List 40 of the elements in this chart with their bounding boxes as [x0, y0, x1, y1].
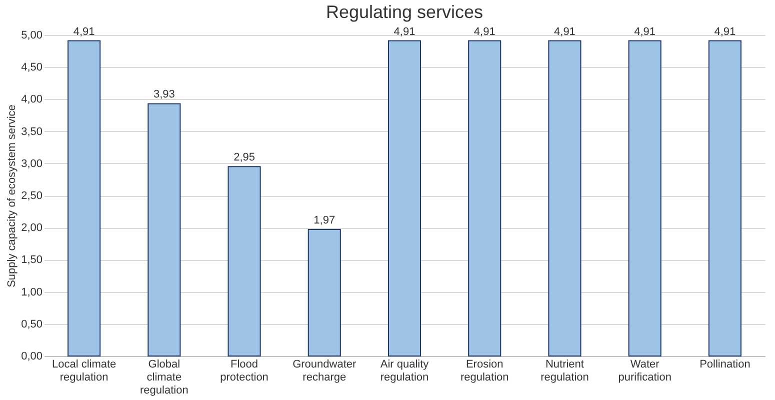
- x-tick-label: Nutrient regulation: [540, 358, 589, 384]
- data-label: 4,91: [714, 26, 736, 38]
- x-tick-label: Local climate regulation: [52, 358, 116, 384]
- x-tick-label: Pollination: [700, 358, 750, 370]
- bar: [228, 166, 261, 356]
- y-axis-title: Supply capacity of ecosystem service: [6, 104, 18, 288]
- x-tick-label: Groundwater recharge: [292, 358, 357, 384]
- y-tick-label: 0,50: [21, 318, 42, 330]
- x-tick-label: Air quality regulation: [380, 358, 430, 384]
- bar: [388, 40, 422, 356]
- y-tick-label: 5,00: [21, 30, 42, 42]
- x-tick-label: Erosion regulation: [460, 358, 509, 384]
- y-tick-label: 3,50: [21, 126, 42, 138]
- data-label: 4,91: [554, 26, 576, 38]
- data-label: 3,93: [153, 88, 175, 101]
- x-tick-label: Global climate regulation: [140, 358, 188, 396]
- data-label: 4,91: [634, 26, 656, 38]
- bar: [148, 103, 181, 356]
- bar: [68, 40, 101, 356]
- bar: [548, 40, 582, 356]
- bar: [628, 40, 662, 356]
- data-label: 1,97: [314, 214, 336, 227]
- y-tick-label: 1,00: [21, 286, 42, 298]
- y-tick-label: 3,00: [21, 158, 42, 170]
- data-label: 4,91: [394, 26, 416, 38]
- y-tick-label: 0,00: [21, 350, 42, 362]
- y-tick-label: 1,50: [21, 254, 42, 266]
- x-tick-label: Water purification: [618, 358, 672, 384]
- y-tick-label: 4,50: [21, 62, 42, 74]
- data-label: 4,91: [474, 26, 496, 38]
- y-tick-label: 4,00: [21, 94, 42, 106]
- y-tick-label: 2,00: [21, 222, 42, 234]
- bar: [708, 40, 742, 356]
- y-tick-label: 2,50: [21, 190, 42, 202]
- chart-title: Regulating services: [326, 2, 484, 22]
- data-label: 4,91: [73, 26, 95, 38]
- bar: [468, 40, 502, 356]
- x-tick-label: Flood protection: [220, 358, 268, 384]
- data-label: 2,95: [234, 152, 255, 164]
- bar: [308, 229, 341, 356]
